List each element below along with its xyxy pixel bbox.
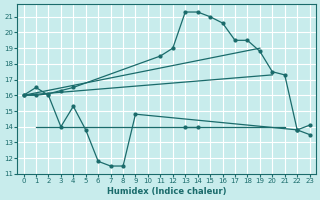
X-axis label: Humidex (Indice chaleur): Humidex (Indice chaleur)	[107, 187, 226, 196]
